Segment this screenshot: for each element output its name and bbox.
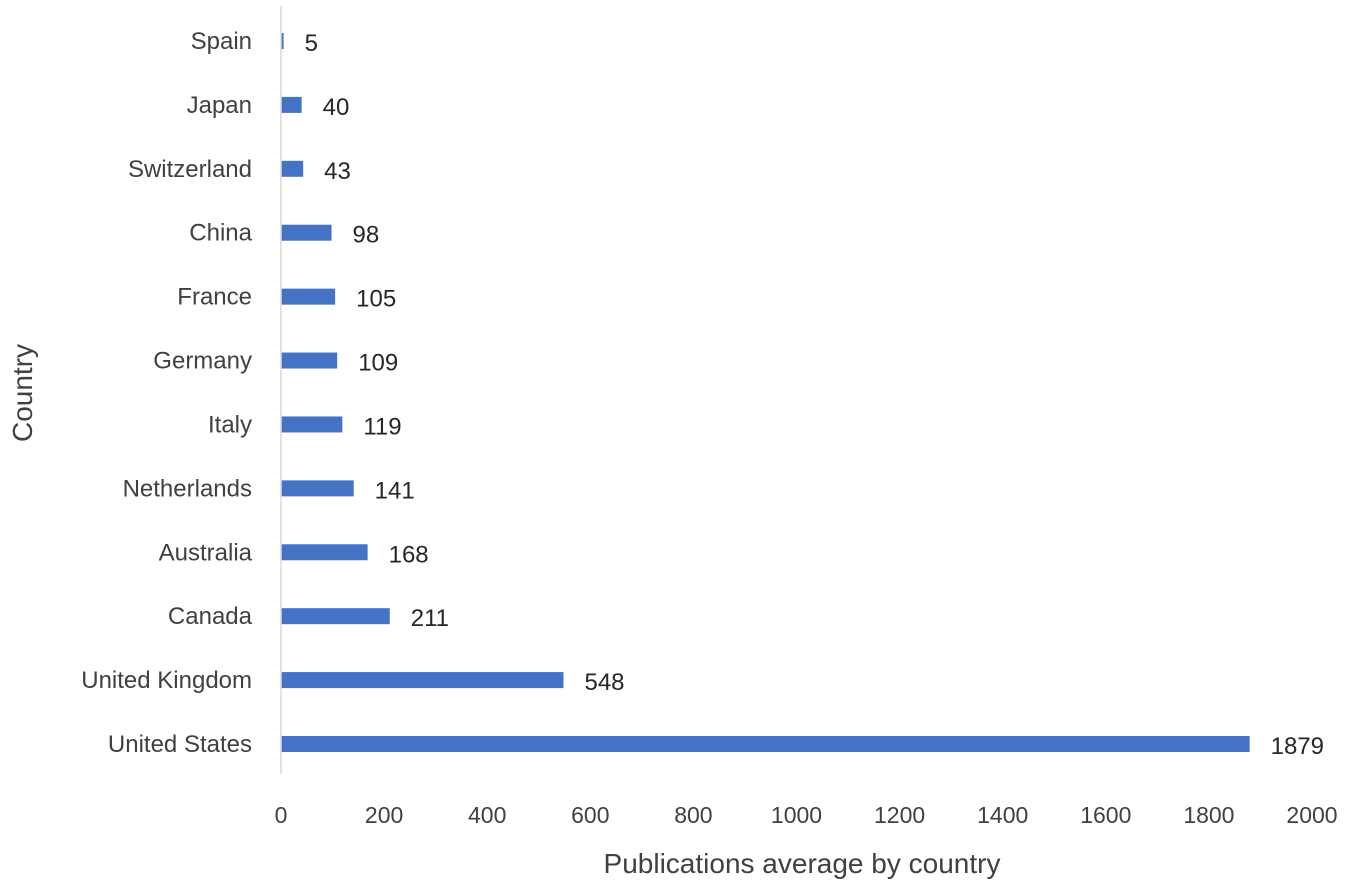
- x-tick-label-1000: 1000: [771, 802, 822, 828]
- bar-united-states: [281, 736, 1250, 752]
- x-tick-label-2000: 2000: [1286, 802, 1337, 828]
- x-tick-label-600: 600: [571, 802, 609, 828]
- bar-japan: [281, 96, 302, 113]
- category-label-italy: Italy: [208, 411, 252, 438]
- x-tick-label-800: 800: [674, 802, 712, 828]
- x-tick-label-1200: 1200: [874, 802, 925, 828]
- x-tick-label-200: 200: [365, 802, 403, 828]
- x-tick-label-0: 0: [275, 802, 288, 828]
- category-label-spain: Spain: [191, 28, 252, 55]
- bar-australia: [281, 544, 368, 561]
- bar-switzerland: [281, 160, 304, 177]
- x-tick-label-1800: 1800: [1183, 802, 1234, 828]
- data-label-netherlands: 141: [375, 477, 415, 504]
- data-label-italy: 119: [363, 413, 401, 440]
- y-axis-title: Country: [7, 344, 38, 442]
- category-label-netherlands: Netherlands: [123, 475, 252, 502]
- data-label-germany: 109: [358, 350, 398, 377]
- bar-canada: [281, 608, 390, 625]
- category-label-united-states: United States: [108, 731, 252, 758]
- data-label-china: 98: [353, 222, 380, 249]
- bar-china: [281, 224, 332, 241]
- bar-netherlands: [281, 480, 354, 497]
- category-label-china: China: [189, 220, 252, 247]
- data-label-switzerland: 43: [324, 158, 351, 185]
- x-tick-label-1600: 1600: [1080, 802, 1131, 828]
- data-label-australia: 168: [389, 541, 429, 568]
- category-label-germany: Germany: [153, 348, 252, 375]
- data-label-united-kingdom: 548: [584, 669, 624, 696]
- bar-italy: [281, 416, 343, 433]
- data-label-united-states: 1879: [1271, 733, 1324, 760]
- data-labels: 5 40 43 98 105 109 119 141 168 211 548 1879: [305, 30, 1324, 760]
- data-label-spain: 5: [305, 30, 318, 57]
- x-axis-title: Publications average by country: [604, 848, 1001, 879]
- category-label-australia: Australia: [159, 539, 253, 566]
- bar-united-kingdom: [281, 672, 564, 689]
- x-tick-labels: 0 200 400 600 800 1000 1200 1400 1600 1800 2000: [275, 802, 1338, 828]
- data-label-canada: 211: [411, 605, 449, 632]
- data-label-france: 105: [356, 286, 396, 313]
- category-label-united-kingdom: United Kingdom: [81, 667, 252, 694]
- x-tick-label-1400: 1400: [977, 802, 1028, 828]
- category-label-canada: Canada: [168, 603, 253, 630]
- category-label-france: France: [177, 284, 252, 311]
- category-label-japan: Japan: [187, 92, 252, 119]
- bars-layer: [281, 33, 1250, 752]
- data-label-japan: 40: [323, 94, 350, 121]
- category-label-switzerland: Switzerland: [128, 156, 252, 183]
- bar-france: [281, 288, 336, 305]
- bar-spain: [281, 33, 284, 49]
- category-labels: Spain Japan Switzerland China France Germany I…: [81, 28, 252, 758]
- x-tick-label-400: 400: [468, 802, 506, 828]
- bar-germany: [281, 352, 338, 369]
